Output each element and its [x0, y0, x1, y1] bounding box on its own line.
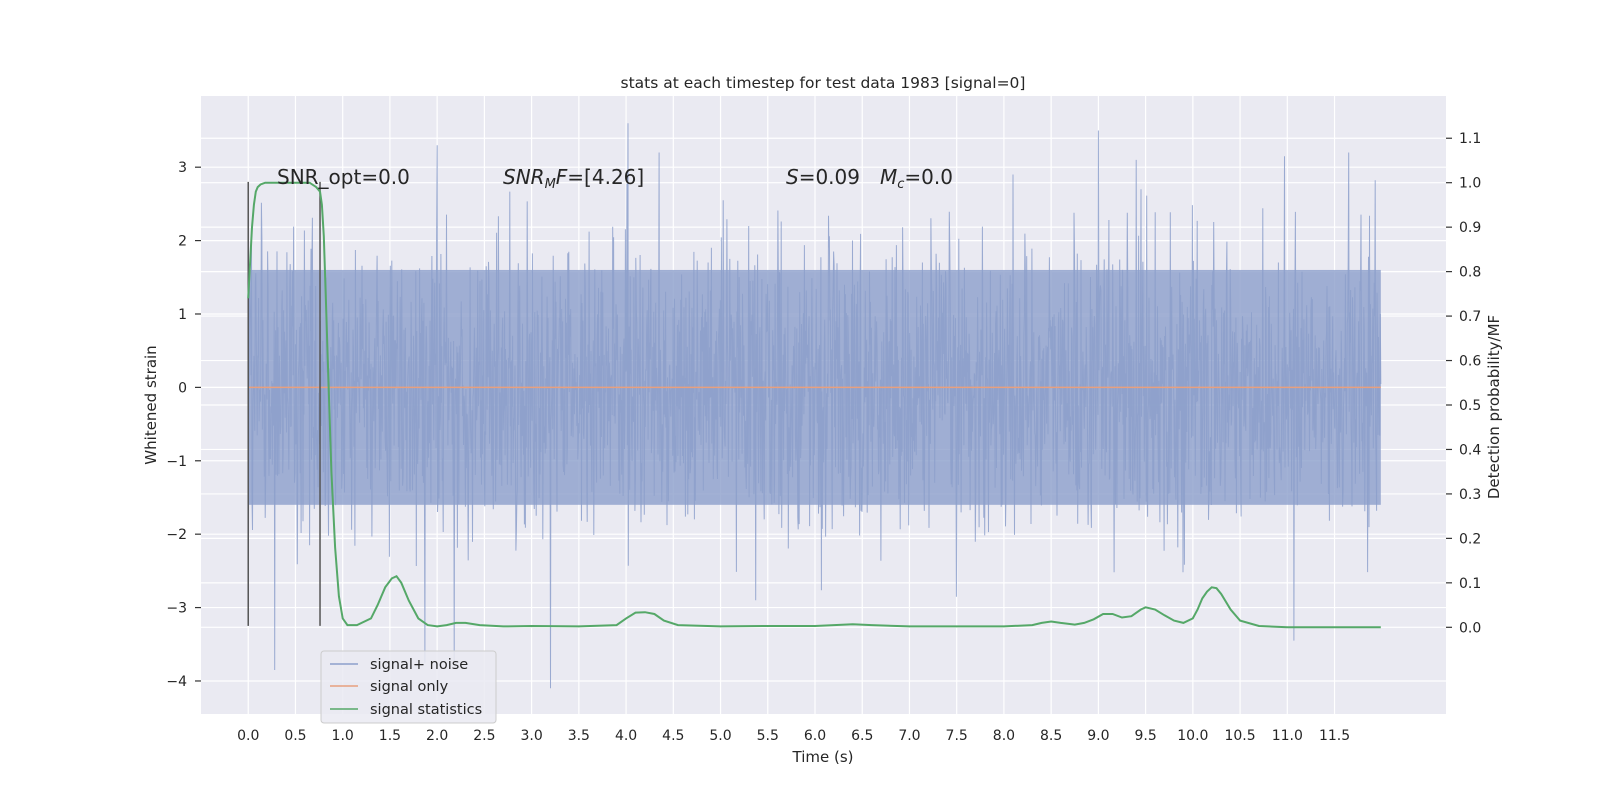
y-tick-label: −1: [166, 454, 187, 470]
x-tick-label: 0.0: [237, 728, 259, 744]
x-tick-label: 3.5: [568, 728, 590, 744]
annotation-snr-mf: SNRMF=[4.26]: [503, 165, 644, 192]
y2-tick-label: 0.6: [1459, 354, 1481, 370]
x-tick-label: 7.5: [946, 728, 968, 744]
y2-tick-label: 0.0: [1459, 620, 1481, 636]
y-tick-label: 2: [178, 234, 187, 250]
y2-tick-label: 1.0: [1459, 176, 1481, 192]
x-tick-label: 10.0: [1177, 728, 1208, 744]
y2-tick-label: 0.4: [1459, 442, 1481, 458]
y-tick-label: 0: [178, 380, 187, 396]
x-tick-label: 5.5: [757, 728, 779, 744]
x-tick-label: 8.5: [1040, 728, 1062, 744]
y2-tick-label: 0.2: [1459, 531, 1481, 547]
chart-title: stats at each timestep for test data 198…: [621, 74, 1026, 92]
y2-axis-label: Detection probability/MF: [1485, 315, 1503, 499]
y2-tick-label: 1.1: [1459, 131, 1481, 147]
legend: signal+ noise signal only signal statist…: [320, 650, 497, 724]
x-tick-label: 10.5: [1224, 728, 1255, 744]
y-tick-label: 1: [178, 307, 187, 323]
signal-statistics-line: [247, 181, 1381, 629]
x-tick-label: 2.0: [426, 728, 448, 744]
legend-label-signal-statistics: signal statistics: [370, 702, 482, 718]
y2-tick-label: 0.5: [1459, 398, 1481, 414]
y2-tick-label: 0.7: [1459, 309, 1481, 325]
x-tick-label: 6.0: [804, 728, 826, 744]
signal-statistics-series: [247, 181, 1381, 629]
y2-tick-label: 0.3: [1459, 487, 1481, 503]
y2-axis-ticks: 0.0 0.1 0.2 0.3 0.4 0.5 0.6 0.7 0.8 0.9 1.0 1.1: [1446, 131, 1481, 636]
y-tick-label: 3: [178, 160, 187, 176]
annotation-mc: Mc=0.0: [880, 165, 953, 192]
x-tick-label: 4.0: [615, 728, 637, 744]
x-tick-label: 6.5: [851, 728, 873, 744]
y-tick-label: −4: [166, 674, 187, 690]
annotation-snr-opt: SNR_opt=0.0: [277, 165, 410, 189]
x-tick-label: 7.0: [898, 728, 920, 744]
y-axis-ticks: −4 −3 −2 −1 0 1 2 3: [166, 160, 201, 690]
x-tick-label: 11.0: [1272, 728, 1303, 744]
x-axis-ticks: 0.0 0.5 1.0 1.5 2.0 2.5 3.0 3.5 4.0 4.5 5.0 5.5 6.0 6…: [237, 728, 1350, 744]
x-tick-label: 9.0: [1087, 728, 1109, 744]
y-tick-label: −3: [166, 601, 187, 617]
y-axis-label: Whitened strain: [142, 345, 160, 464]
annotation-s: S=0.09: [786, 165, 860, 189]
x-tick-label: 1.5: [379, 728, 401, 744]
x-tick-label: 1.0: [332, 728, 354, 744]
x-tick-label: 3.0: [520, 728, 542, 744]
x-tick-label: 0.5: [284, 728, 306, 744]
x-axis-label: Time (s): [792, 748, 854, 766]
legend-box: [320, 650, 497, 724]
x-tick-label: 8.0: [993, 728, 1015, 744]
legend-label-signal-noise: signal+ noise: [370, 657, 468, 673]
y2-tick-label: 0.1: [1459, 576, 1481, 592]
x-tick-label: 5.0: [709, 728, 731, 744]
y2-tick-label: 0.9: [1459, 220, 1481, 236]
vertical-markers: [247, 181, 321, 626]
y2-tick-label: 0.8: [1459, 265, 1481, 281]
y-tick-label: −2: [166, 527, 187, 543]
x-tick-label: 11.5: [1319, 728, 1350, 744]
x-tick-label: 2.5: [473, 728, 495, 744]
legend-label-signal-only: signal only: [370, 679, 449, 695]
x-tick-label: 9.5: [1134, 728, 1156, 744]
x-tick-label: 4.5: [662, 728, 684, 744]
